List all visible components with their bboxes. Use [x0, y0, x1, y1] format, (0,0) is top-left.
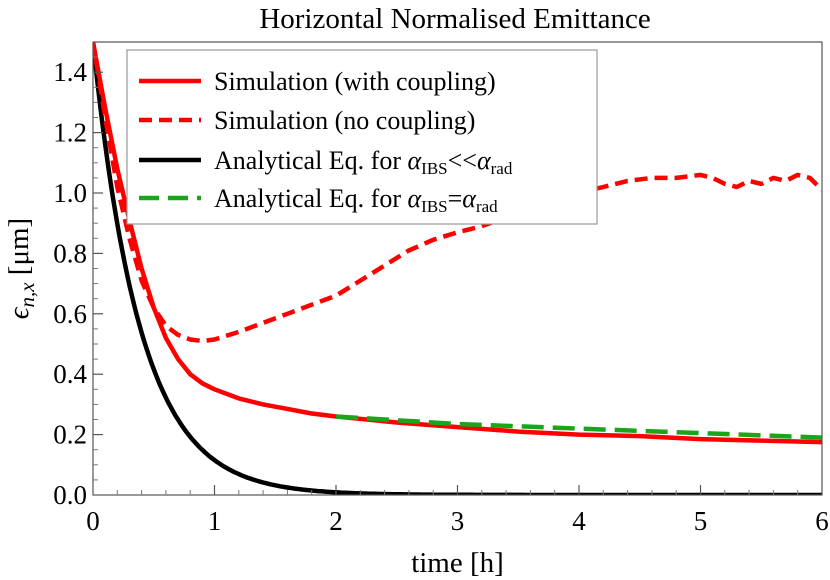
x-tick-label: 4: [572, 506, 586, 536]
y-tick-label: 0.4: [53, 359, 87, 389]
x-axis-label: time [h]: [411, 547, 504, 579]
legend-label-sim-nocoupling: Simulation (no coupling): [214, 106, 475, 135]
y-tick-label: 1.2: [53, 118, 87, 148]
y-axis-symbol: ϵ: [3, 306, 35, 319]
x-tick-label: 1: [208, 506, 222, 536]
series-sim-with-coupling: [93, 42, 822, 445]
y-tick-label: 0.6: [53, 299, 87, 329]
chart-title: Horizontal Normalised Emittance: [259, 3, 650, 35]
y-tick-label: 1.4: [53, 57, 87, 87]
legend-entry-analytical-ll: Analytical Eq. for αIBS<<αrad: [139, 146, 513, 178]
y-tick-label: 0.2: [53, 420, 87, 450]
y-axis-label: ϵn,x [μm]: [3, 218, 39, 319]
legend-label-analytical-ll: Analytical Eq. for αIBS<<αrad: [214, 146, 513, 178]
legend: Simulation (with coupling) Simulation (n…: [126, 49, 598, 225]
y-axis-subscript: n,x: [15, 282, 39, 308]
legend-label-analytical-eq: Analytical Eq. for αIBS=αrad: [214, 184, 498, 216]
x-tick-label: 2: [329, 506, 343, 536]
y-tick-label: 0.0: [53, 480, 87, 510]
legend-entry-sim-coupling: Simulation (with coupling): [139, 67, 496, 96]
y-tick-label: 1.0: [53, 178, 87, 208]
legend-entry-analytical-eq: Analytical Eq. for αIBS=αrad: [139, 184, 498, 216]
legend-label-sim-coupling: Simulation (with coupling): [214, 67, 496, 96]
x-tick-label: 5: [694, 506, 708, 536]
y-axis-unit: [μm]: [3, 218, 35, 283]
legend-box: [126, 49, 598, 225]
series-sim-no-coupling: [93, 42, 822, 344]
plot-area: 0 1 2 3 4 5 6 0.0 0.2 0.4 0.6 0.8 1.0 1.2 1.4: [53, 41, 829, 536]
x-tick-label: 6: [815, 506, 829, 536]
x-tick-label: 0: [86, 506, 100, 536]
legend-entry-sim-nocoupling: Simulation (no coupling): [139, 106, 475, 135]
y-tick-label: 0.8: [53, 238, 87, 268]
ticks-layer: 0 1 2 3 4 5 6 0.0 0.2 0.4 0.6 0.8 1.0 1.2 1.4: [53, 56, 829, 536]
x-tick-label: 3: [451, 506, 465, 536]
series-analytical-ibs-eq-rad: [335, 414, 822, 440]
